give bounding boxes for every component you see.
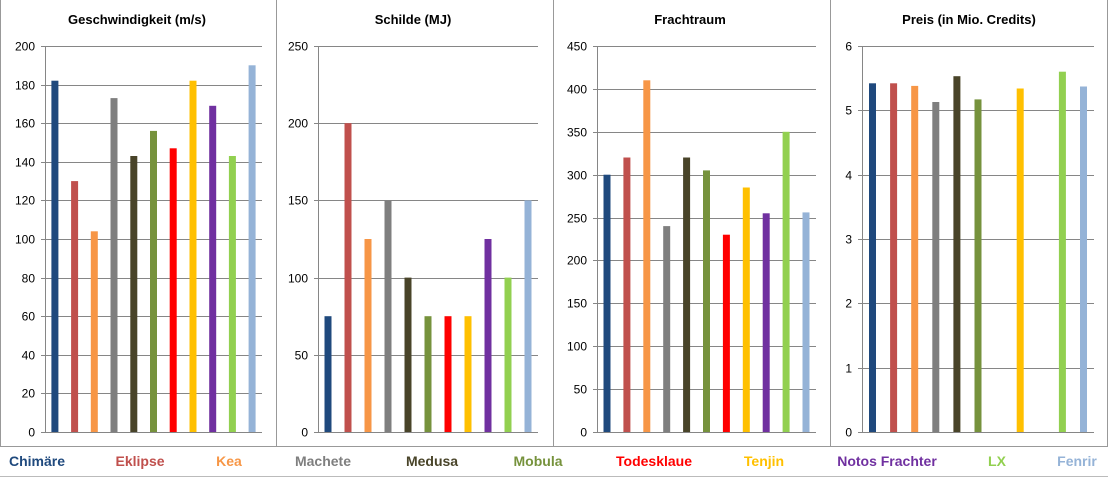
y-tick-label: 2 [845, 297, 852, 311]
y-tick-label: 5 [845, 104, 852, 118]
bar-tenjin [189, 80, 197, 432]
y-tick-label: 100 [567, 340, 587, 354]
y-tick-label: 50 [295, 349, 309, 363]
bar-fenrir [1080, 86, 1087, 432]
y-tick-label: 4 [845, 169, 852, 183]
y-tick-label: 250 [567, 212, 587, 226]
y-tick-label: 160 [15, 117, 35, 131]
chart-panel-1: Geschwindigkeit (m/s) 0 20 40 60 80 100 120 140 1… [15, 0, 277, 446]
bar-eklipse [71, 181, 79, 432]
bar-eklipse [344, 123, 352, 432]
bar-todesklaue [722, 234, 730, 432]
y-tick-label: 100 [288, 272, 308, 286]
bar-todesklaue [169, 148, 177, 433]
y-tick-label: 0 [301, 426, 308, 440]
bar-kea [90, 231, 98, 432]
bar-medusa [683, 157, 691, 432]
chart-title: Schilde (MJ) [375, 12, 452, 27]
chart-title: Frachtraum [654, 12, 726, 27]
bar-kea [364, 239, 372, 432]
bar-chim-re [869, 83, 876, 433]
legend-item-mobula: Mobula [514, 453, 563, 469]
y-tick-label: 400 [567, 83, 587, 97]
bar-machete [110, 98, 118, 432]
y-tick-label: 6 [845, 40, 852, 54]
bar-tenjin [742, 187, 750, 432]
y-tick-label: 100 [15, 233, 35, 247]
bar-machete [663, 226, 671, 432]
bar-notos-frachter [209, 105, 217, 433]
bar-mobula [703, 170, 710, 432]
bar-notos-frachter [762, 213, 770, 432]
y-tick-label: 450 [567, 40, 587, 54]
y-tick-label: 0 [580, 426, 587, 440]
y-tick-label: 0 [28, 426, 35, 440]
bar-todesklaue [444, 316, 452, 432]
bar-medusa [404, 277, 412, 432]
bar-eklipse [890, 83, 898, 433]
bar-machete [384, 200, 392, 432]
y-tick-label: 140 [15, 156, 35, 170]
bar-fenrir [524, 200, 532, 432]
legend-item-kea: Kea [216, 453, 242, 469]
bar-mobula [150, 130, 157, 432]
y-tick-label: 60 [22, 310, 36, 324]
bar-mobula [974, 99, 982, 433]
bar-chim-re [51, 80, 59, 432]
y-tick-label: 80 [22, 272, 36, 286]
y-tick-label: 200 [567, 254, 587, 268]
bar-fenrir [248, 65, 256, 433]
y-tick-label: 250 [288, 40, 308, 54]
y-tick-label: 150 [288, 194, 308, 208]
legend-item-tenjin: Tenjin [744, 453, 784, 469]
legend: Chimäre Eklipse Kea Machete Medusa Mobula Tode… [9, 453, 1097, 469]
bar-medusa [130, 156, 138, 432]
y-tick-label: 200 [15, 40, 35, 54]
y-tick-label: 120 [15, 194, 35, 208]
legend-item-medusa: Medusa [406, 453, 458, 469]
bar-kea [911, 85, 919, 433]
chart-panel-2: Schilde (MJ) 0 50 100 150 200 250 [288, 0, 554, 446]
bar-lx [504, 277, 512, 432]
legend-item-chim-re: Chimäre [9, 453, 65, 469]
chart-title: Geschwindigkeit (m/s) [68, 12, 206, 27]
legend-item-notos-frachter: Notos Frachter [837, 453, 937, 469]
bar-tenjin [464, 316, 472, 432]
y-tick-label: 150 [567, 297, 587, 311]
bar-eklipse [623, 157, 631, 432]
bar-tenjin [1016, 88, 1024, 432]
y-tick-label: 40 [22, 349, 36, 363]
y-tick-label: 180 [15, 79, 35, 93]
y-tick-label: 3 [845, 233, 852, 247]
chart-panel-3: Frachtraum 0 50 100 150 200 250 300 350 400 450 [567, 0, 831, 446]
bar-machete [932, 102, 940, 432]
legend-item-eklipse: Eklipse [115, 453, 164, 469]
bar-kea [643, 80, 651, 433]
legend-item-lx: LX [988, 453, 1007, 469]
y-tick-label: 1 [845, 362, 852, 376]
y-tick-label: 0 [845, 426, 852, 440]
bar-mobula [424, 316, 432, 432]
y-tick-label: 350 [567, 126, 587, 140]
bar-lx [782, 131, 790, 433]
bar-chim-re [324, 316, 332, 432]
y-tick-label: 20 [22, 387, 36, 401]
bar-medusa [953, 76, 961, 432]
bar-notos-frachter [484, 239, 492, 432]
y-tick-label: 200 [288, 117, 308, 131]
chart-panel-4: Preis (in Mio. Credits) 0 1 2 3 4 5 6 [845, 12, 1094, 440]
bar-lx [1058, 71, 1066, 432]
y-tick-label: 50 [574, 383, 588, 397]
legend-item-todesklaue: Todesklaue [616, 453, 692, 469]
bar-chim-re [603, 174, 611, 432]
legend-item-fenrir: Fenrir [1057, 453, 1097, 469]
bar-lx [228, 156, 236, 432]
y-tick-label: 300 [567, 169, 587, 183]
bar-fenrir [802, 212, 810, 432]
chart-title: Preis (in Mio. Credits) [902, 12, 1036, 27]
legend-item-machete: Machete [295, 453, 351, 469]
